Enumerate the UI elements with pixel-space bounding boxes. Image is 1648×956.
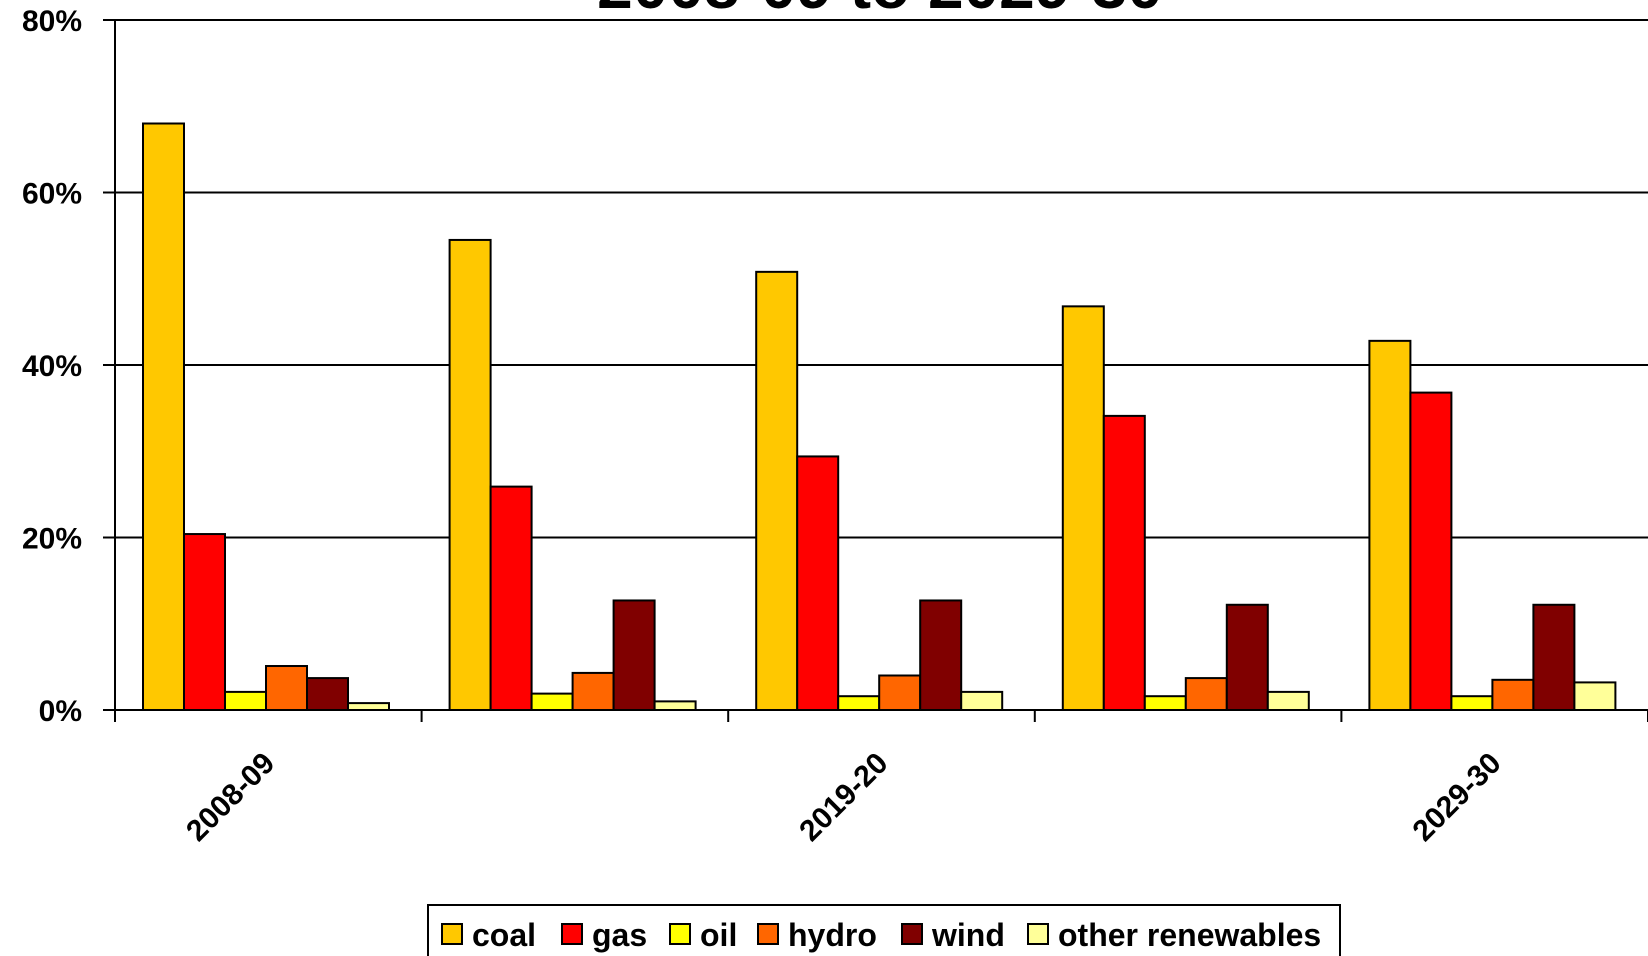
bar-wind-1 xyxy=(612,599,656,712)
legend-label-other-renewables: other renewables xyxy=(1058,917,1321,953)
y-tick-label: 0% xyxy=(39,695,82,728)
legend-label-wind: wind xyxy=(931,917,1005,953)
y-tick-labels: 0% 20% 40% 60% 80% xyxy=(22,5,82,728)
legend-swatch-gas xyxy=(561,923,583,945)
legend-swatch-oil xyxy=(669,923,691,945)
bar-hydro-0 xyxy=(265,665,308,712)
legend-label-hydro: hydro xyxy=(788,917,877,953)
x-tick-label: 2008-09 xyxy=(180,747,281,848)
bar-coal-0 xyxy=(142,122,185,711)
bar-oil-2 xyxy=(837,695,881,712)
bar-hydro-4 xyxy=(1491,678,1535,711)
bar-oil-0 xyxy=(224,690,267,712)
bar-oil-3 xyxy=(1143,695,1187,712)
bar-other-renewables-2 xyxy=(960,690,1004,712)
bar-hydro-3 xyxy=(1184,677,1228,712)
bars xyxy=(142,122,1617,712)
y-tick-label: 20% xyxy=(22,523,82,556)
y-tick-label: 80% xyxy=(22,5,82,38)
x-tick-labels: 2008-09 2019-20 2029-30 xyxy=(180,747,1508,848)
y-tick-label: 60% xyxy=(22,178,82,211)
bar-gas-2 xyxy=(796,455,840,711)
bar-coal-4 xyxy=(1368,339,1412,711)
legend-label-oil: oil xyxy=(700,917,737,953)
axes xyxy=(103,19,1648,722)
bar-wind-0 xyxy=(306,677,349,712)
legend-swatch-other-renewables xyxy=(1027,923,1049,945)
bar-other-renewables-0 xyxy=(347,702,390,711)
bar-other-renewables-4 xyxy=(1573,681,1617,712)
bar-hydro-2 xyxy=(878,674,922,711)
bar-wind-4 xyxy=(1532,603,1576,712)
bar-gas-4 xyxy=(1409,391,1453,711)
bar-other-renewables-1 xyxy=(653,700,697,711)
bar-wind-3 xyxy=(1225,603,1269,712)
legend-label-coal: coal xyxy=(472,917,536,953)
legend-swatch-wind xyxy=(901,923,923,945)
x-tick-label: 2029-30 xyxy=(1406,747,1507,848)
bar-oil-1 xyxy=(530,692,574,711)
bar-coal-2 xyxy=(755,270,799,711)
y-tick-label: 40% xyxy=(22,350,82,383)
bar-hydro-1 xyxy=(571,671,615,711)
bar-coal-1 xyxy=(448,238,492,711)
bar-oil-4 xyxy=(1450,695,1494,712)
bar-gas-1 xyxy=(489,485,533,711)
x-tick-label: 2019-20 xyxy=(793,747,894,848)
legend: coal gas oil hydro wind other renewables xyxy=(427,904,1341,956)
legend-label-gas: gas xyxy=(592,917,647,953)
bar-wind-2 xyxy=(919,599,963,712)
bar-other-renewables-3 xyxy=(1266,690,1310,712)
bar-gas-3 xyxy=(1102,414,1146,711)
bar-gas-0 xyxy=(183,533,226,711)
legend-swatch-coal xyxy=(441,923,463,945)
legend-swatch-hydro xyxy=(757,923,779,945)
chart-title: 2008-09 to 2029-30 xyxy=(597,0,1163,22)
bar-coal-3 xyxy=(1061,305,1105,711)
